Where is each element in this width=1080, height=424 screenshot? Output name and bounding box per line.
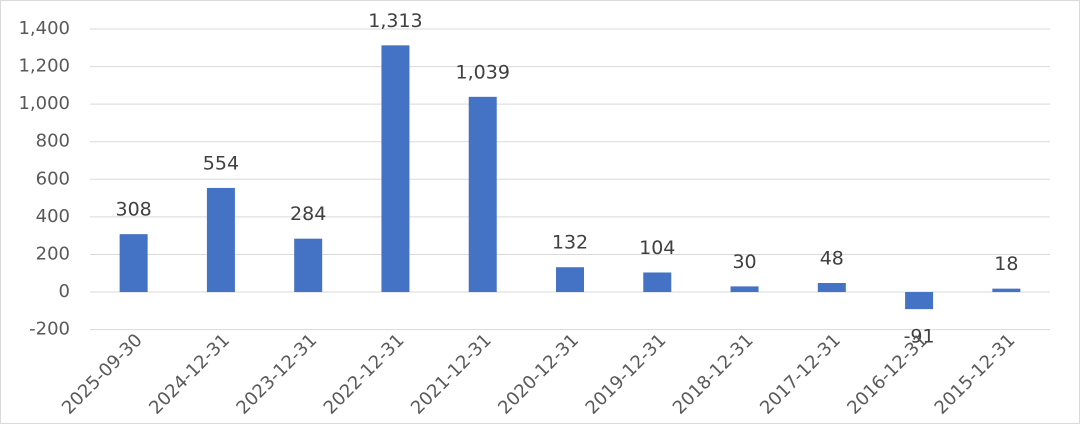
y-tick-label: 1,400 xyxy=(18,18,70,39)
data-label: 104 xyxy=(639,237,675,259)
data-label: 1,313 xyxy=(368,10,422,32)
bar xyxy=(556,267,584,293)
bar xyxy=(294,238,323,293)
data-label: 30 xyxy=(732,251,756,273)
y-tick-label: 400 xyxy=(36,206,70,227)
data-label: 48 xyxy=(820,248,844,270)
y-tick-label: 600 xyxy=(36,168,70,189)
data-label: -91 xyxy=(904,326,935,348)
data-label: 284 xyxy=(290,203,326,225)
bar xyxy=(206,187,235,293)
bar xyxy=(730,286,759,293)
data-label: 554 xyxy=(203,152,239,174)
y-tick-label: 200 xyxy=(36,243,70,264)
data-label: 18 xyxy=(994,253,1018,275)
bar xyxy=(381,45,410,293)
bar xyxy=(643,272,672,293)
bar xyxy=(992,288,1021,293)
bar xyxy=(817,283,846,293)
y-tick-label: 0 xyxy=(59,281,70,302)
bar xyxy=(905,292,934,310)
y-tick-label: -200 xyxy=(29,319,70,340)
y-tick-label: 800 xyxy=(36,131,70,152)
bar xyxy=(119,234,148,293)
data-label: 132 xyxy=(552,232,588,254)
y-tick-label: 1,200 xyxy=(18,56,70,77)
data-label: 308 xyxy=(116,199,152,221)
bar xyxy=(468,96,497,293)
data-label: 1,039 xyxy=(456,61,510,83)
y-tick-label: 1,000 xyxy=(18,93,70,114)
